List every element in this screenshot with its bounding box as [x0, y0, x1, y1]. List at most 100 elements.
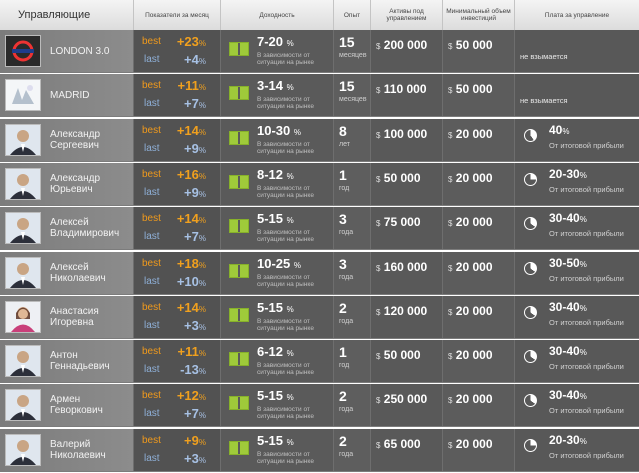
avatar[interactable]: [5, 123, 41, 156]
manager-cell[interactable]: Александр Юрьевич: [0, 162, 134, 205]
table-row[interactable]: Александр Юрьевич best +16% last +9% 8-1…: [0, 162, 639, 206]
last-label: last: [144, 452, 160, 464]
min-invest-value: 50 000: [455, 38, 493, 52]
assets-cell: $ 100 000: [371, 118, 443, 161]
table-row[interactable]: Валерий Николаевич best +9% last +3% 5-1…: [0, 428, 639, 472]
experience-value: 3: [339, 255, 347, 272]
dollar-sign: $: [448, 307, 453, 317]
min-invest-value: 20 000: [455, 126, 493, 141]
dollar-sign: $: [376, 352, 381, 362]
avatar[interactable]: [5, 212, 41, 245]
table-row[interactable]: Алексей Николаевич best +18% last +10% 1…: [0, 251, 639, 295]
yield-cell: 10-30 % В зависимости от ситуации на рын…: [221, 118, 334, 161]
assets-value: 50 000: [383, 170, 421, 185]
min-invest-cell: $ 20 000: [443, 295, 515, 338]
yield-cell: 8-12 % В зависимости от ситуации на рынк…: [221, 162, 334, 205]
fee-note: От итоговой прибыли: [549, 184, 624, 194]
yield-cell: 7-20 % В зависимости от ситуации на рынк…: [221, 30, 334, 72]
yield-note: В зависимости от ситуации на рынке: [257, 52, 314, 66]
manager-name[interactable]: Александр Юрьевич: [50, 172, 101, 195]
manager-name[interactable]: Александр Сергеевич: [50, 128, 101, 151]
avatar[interactable]: [5, 167, 41, 200]
manager-cell[interactable]: Антон Геннадьевич: [0, 340, 134, 383]
assets-value: 200 000: [383, 38, 428, 52]
manager-name[interactable]: Анастасия Игоревна: [50, 305, 99, 328]
header-fee[interactable]: Плата за управление: [544, 11, 610, 19]
manager-cell[interactable]: LONDON 3.0: [0, 30, 134, 72]
table-row[interactable]: Алексей Владимирович best +14% last +7% …: [0, 207, 639, 251]
manager-name[interactable]: Алексей Владимирович: [50, 217, 120, 240]
dollar-sign: $: [376, 174, 381, 184]
min-invest-cell: $ 20 000: [443, 251, 515, 294]
monthly-cell: best +11% last +7%: [134, 74, 221, 117]
assets-value: 250 000: [383, 392, 428, 407]
last-label: last: [144, 98, 160, 110]
header-yield[interactable]: Доходность: [221, 0, 334, 30]
header-managers[interactable]: Управляющие: [0, 0, 134, 30]
table-row[interactable]: MADRID best +11% last +7% 3-14 % В завис…: [0, 74, 639, 118]
manager-cell[interactable]: Валерий Николаевич: [0, 428, 134, 471]
manager-cell[interactable]: Алексей Владимирович: [0, 207, 134, 250]
best-value: +14: [176, 122, 199, 138]
manager-name[interactable]: Валерий Николаевич: [50, 438, 106, 461]
yield-value: 5-15: [257, 299, 284, 315]
avatar[interactable]: [5, 35, 41, 67]
pie-chart-icon: [524, 350, 537, 364]
table-row[interactable]: Армен Геворкович best +12% last +7% 5-15…: [0, 384, 639, 428]
manager-name[interactable]: Антон Геннадьевич: [50, 350, 110, 373]
experience-unit: года: [339, 317, 354, 325]
manager-name[interactable]: Армен Геворкович: [50, 394, 103, 417]
experience-unit: года: [339, 273, 354, 281]
header-assets[interactable]: Активы под управлением: [371, 0, 443, 30]
avatar[interactable]: [5, 300, 41, 333]
avatar[interactable]: [5, 256, 41, 289]
min-invest-cell: $ 20 000: [443, 118, 515, 161]
manager-name[interactable]: MADRID: [50, 89, 90, 101]
manager-cell[interactable]: Анастасия Игоревна: [0, 295, 134, 338]
table-header: Управляющие Показатели за месяц Доходнос…: [0, 0, 639, 31]
manager-cell[interactable]: Александр Сергеевич: [0, 118, 134, 161]
best-label: best: [142, 168, 161, 180]
fee-percent: %: [579, 303, 587, 313]
header-experience[interactable]: Опыт: [334, 0, 371, 30]
min-invest-value: 20 000: [455, 259, 493, 274]
avatar[interactable]: [5, 433, 41, 466]
last-label: last: [144, 142, 160, 154]
yield-value: 10-30: [257, 122, 291, 138]
dollar-sign: $: [448, 263, 453, 273]
table-row[interactable]: Александр Сергеевич best +14% last +9% 1…: [0, 118, 639, 162]
yield-cell: 6-12 % В зависимости от ситуации на рынк…: [221, 340, 334, 383]
avatar[interactable]: [5, 389, 41, 422]
manager-name[interactable]: LONDON 3.0: [50, 45, 110, 57]
manager-cell[interactable]: Алексей Николаевич: [0, 251, 134, 294]
last-label: last: [144, 319, 160, 331]
fee-value: 40: [549, 122, 563, 137]
header-monthly[interactable]: Показатели за месяц: [134, 0, 221, 30]
experience-unit: года: [339, 406, 354, 414]
experience-cell: 2 года: [334, 295, 371, 338]
table-row[interactable]: LONDON 3.0 best +23% last +4% 7-20 % В з…: [0, 30, 639, 73]
table-row[interactable]: Антон Геннадьевич best +11% last -13% 6-…: [0, 340, 639, 384]
fee-note: От итоговой прибыли: [549, 140, 624, 150]
last-value: +9: [184, 140, 199, 156]
fee-note: От итоговой прибыли: [549, 273, 624, 283]
no-fee-label: не взымается: [520, 96, 568, 106]
yield-note: В зависимости от ситуации на рынке: [257, 229, 314, 244]
manager-cell[interactable]: MADRID: [0, 74, 134, 117]
fee-note: От итоговой прибыли: [549, 229, 624, 239]
table-row[interactable]: Анастасия Игоревна best +14% last +3% 5-…: [0, 295, 639, 339]
best-label: best: [142, 36, 161, 47]
experience-unit: месяцев: [339, 52, 367, 59]
experience-unit: года: [339, 229, 354, 237]
avatar[interactable]: [5, 79, 41, 112]
fee-cell: 40% От итоговой прибыли: [515, 118, 639, 161]
manager-cell[interactable]: Армен Геворкович: [0, 384, 134, 427]
yield-value: 3-14: [257, 78, 284, 94]
manager-name[interactable]: Алексей Николаевич: [50, 261, 106, 284]
yield-note: В зависимости от ситуации на рынке: [257, 184, 314, 199]
fee-percent: %: [579, 436, 587, 446]
header-min-invest[interactable]: Минимальный объем инвестиций: [443, 0, 515, 30]
avatar[interactable]: [5, 345, 41, 378]
last-value: +3: [184, 450, 199, 466]
yield-note: В зависимости от ситуации на рынке: [257, 96, 314, 111]
